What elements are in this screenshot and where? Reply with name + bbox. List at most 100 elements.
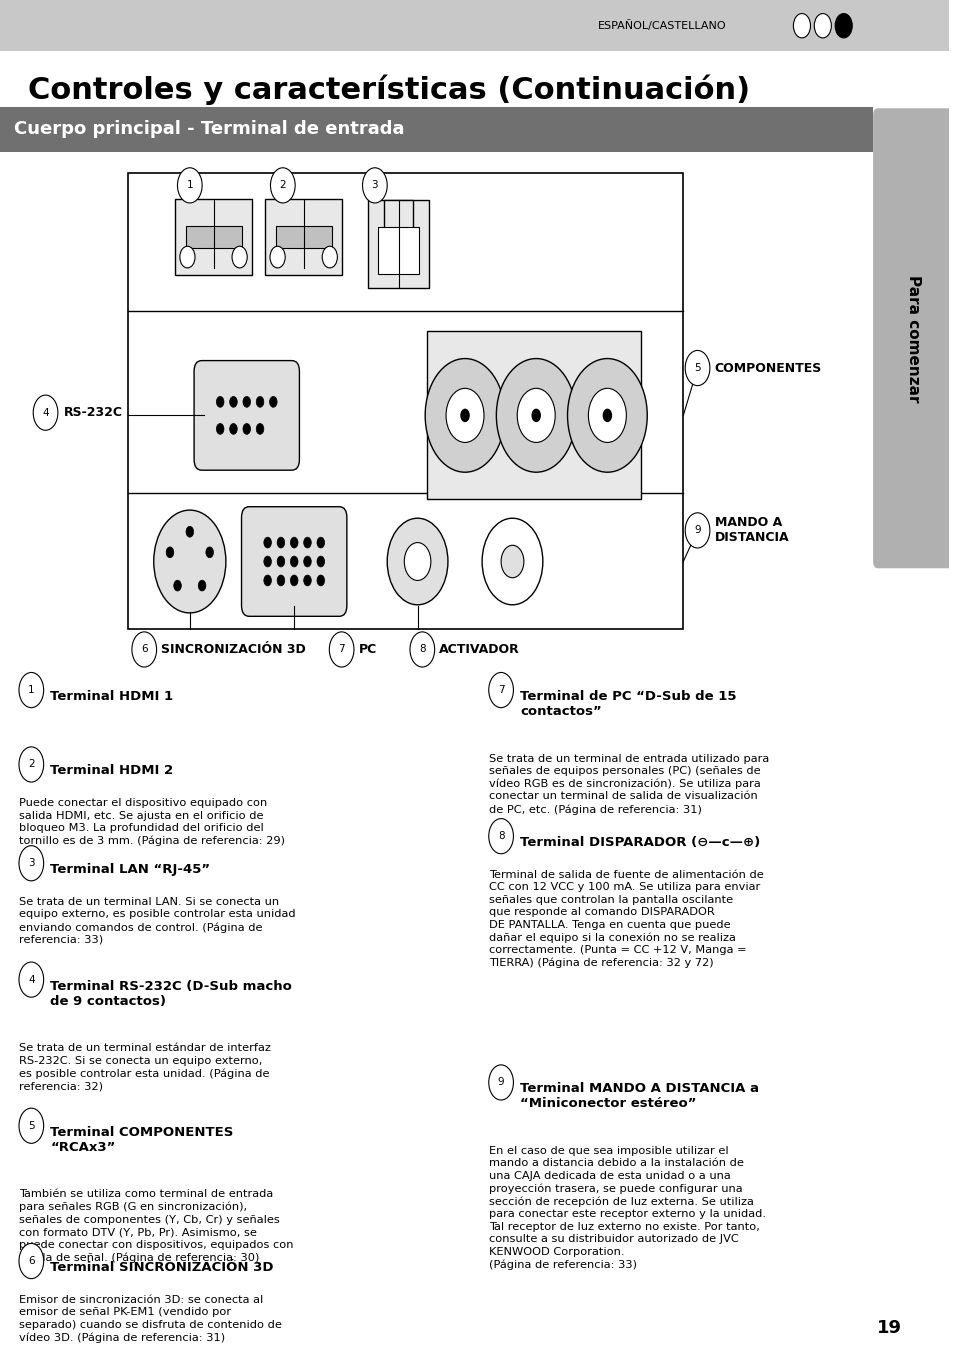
Circle shape bbox=[316, 575, 324, 586]
FancyBboxPatch shape bbox=[872, 108, 953, 568]
Circle shape bbox=[404, 542, 431, 580]
Text: 7: 7 bbox=[338, 644, 345, 655]
Bar bbox=[275, 226, 332, 248]
Circle shape bbox=[230, 396, 237, 407]
Text: SINCRONIZACIÓN 3D: SINCRONIZACIÓN 3D bbox=[161, 643, 306, 656]
Text: Puede conectar el dispositivo equipado con
salida HDMI, etc. Se ajusta en el ori: Puede conectar el dispositivo equipado c… bbox=[19, 799, 285, 846]
Circle shape bbox=[500, 545, 523, 578]
Circle shape bbox=[264, 575, 272, 586]
Text: Terminal MANDO A DISTANCIA a
“Miniconector estéreo”: Terminal MANDO A DISTANCIA a “Miniconect… bbox=[519, 1082, 759, 1111]
Text: 8: 8 bbox=[497, 831, 504, 841]
Text: 7: 7 bbox=[497, 685, 504, 696]
Text: Terminal HDMI 2: Terminal HDMI 2 bbox=[51, 765, 173, 777]
Circle shape bbox=[243, 423, 251, 434]
Circle shape bbox=[166, 546, 173, 557]
Text: Controles y características (Continuación): Controles y características (Continuació… bbox=[29, 75, 750, 104]
Circle shape bbox=[425, 358, 504, 472]
Text: Terminal SINCRONIZACIÓN 3D: Terminal SINCRONIZACIÓN 3D bbox=[51, 1261, 274, 1275]
Text: En el caso de que sea imposible utilizar el
mando a distancia debido a la instal: En el caso de que sea imposible utilizar… bbox=[488, 1146, 765, 1269]
Circle shape bbox=[488, 673, 513, 708]
Text: ESPAÑOL/CASTELLANO: ESPAÑOL/CASTELLANO bbox=[598, 20, 726, 31]
Circle shape bbox=[481, 518, 542, 605]
Circle shape bbox=[387, 518, 448, 605]
Text: Se trata de un terminal LAN. Si se conecta un
equipo externo, es posible control: Se trata de un terminal LAN. Si se conec… bbox=[19, 898, 295, 945]
Circle shape bbox=[270, 247, 285, 268]
Circle shape bbox=[186, 526, 193, 537]
Text: Terminal RS-232C (D-Sub macho
de 9 contactos): Terminal RS-232C (D-Sub macho de 9 conta… bbox=[51, 979, 292, 1008]
Text: Se trata de un terminal de entrada utilizado para
señales de equipos personales : Se trata de un terminal de entrada utili… bbox=[488, 754, 768, 815]
Text: 1: 1 bbox=[186, 180, 193, 190]
Text: HDMI 1: HDMI 1 bbox=[209, 179, 259, 191]
Text: Emisor de sincronización 3D: se conecta al
emisor de señal PK-EM1 (vendido por
s: Emisor de sincronización 3D: se conecta … bbox=[19, 1295, 281, 1342]
Circle shape bbox=[216, 423, 224, 434]
FancyBboxPatch shape bbox=[241, 507, 347, 617]
Text: 6: 6 bbox=[28, 1256, 34, 1267]
Circle shape bbox=[303, 537, 311, 548]
Circle shape bbox=[517, 388, 555, 442]
Circle shape bbox=[793, 14, 810, 38]
Bar bbox=[377, 226, 419, 274]
Bar bbox=[128, 174, 682, 629]
Circle shape bbox=[177, 168, 202, 203]
Text: 3: 3 bbox=[28, 858, 34, 868]
Circle shape bbox=[264, 537, 272, 548]
Circle shape bbox=[216, 396, 224, 407]
Text: Terminal de PC “D-Sub de 15
contactos”: Terminal de PC “D-Sub de 15 contactos” bbox=[519, 690, 736, 719]
Circle shape bbox=[173, 580, 181, 591]
Circle shape bbox=[271, 168, 294, 203]
Circle shape bbox=[446, 388, 483, 442]
Circle shape bbox=[33, 395, 58, 430]
Circle shape bbox=[488, 819, 513, 854]
FancyBboxPatch shape bbox=[193, 361, 299, 471]
Circle shape bbox=[684, 513, 709, 548]
Circle shape bbox=[180, 247, 194, 268]
Text: Se trata de un terminal estándar de interfaz
RS-232C. Si se conecta un equipo ex: Se trata de un terminal estándar de inte… bbox=[19, 1043, 271, 1092]
Text: Terminal LAN “RJ-45”: Terminal LAN “RJ-45” bbox=[51, 864, 211, 876]
Circle shape bbox=[322, 247, 337, 268]
Text: 8: 8 bbox=[418, 644, 425, 655]
Text: RS-232C: RS-232C bbox=[64, 407, 122, 419]
Circle shape bbox=[410, 632, 435, 667]
Circle shape bbox=[303, 575, 311, 586]
Circle shape bbox=[19, 1108, 44, 1143]
Text: Terminal de salida de fuente de alimentación de
CC con 12 VCC y 100 mA. Se utili: Terminal de salida de fuente de alimenta… bbox=[488, 871, 762, 968]
Text: 5: 5 bbox=[28, 1121, 34, 1131]
Circle shape bbox=[814, 14, 830, 38]
Circle shape bbox=[256, 423, 264, 434]
Text: Terminal COMPONENTES
“RCAx3”: Terminal COMPONENTES “RCAx3” bbox=[51, 1125, 233, 1154]
Circle shape bbox=[488, 1064, 513, 1100]
Circle shape bbox=[290, 537, 297, 548]
Circle shape bbox=[531, 408, 540, 422]
Text: 2: 2 bbox=[28, 759, 34, 769]
Text: 4: 4 bbox=[42, 408, 49, 418]
Text: 2: 2 bbox=[279, 180, 286, 190]
Text: MANDO A
DISTANCIA: MANDO A DISTANCIA bbox=[714, 517, 788, 544]
Circle shape bbox=[198, 580, 206, 591]
Circle shape bbox=[567, 358, 646, 472]
Circle shape bbox=[153, 510, 226, 613]
Text: ACTIVADOR: ACTIVADOR bbox=[439, 643, 519, 656]
Bar bbox=[384, 199, 413, 229]
Text: PC: PC bbox=[358, 643, 376, 656]
Circle shape bbox=[496, 358, 576, 472]
Circle shape bbox=[19, 1243, 44, 1279]
Circle shape bbox=[230, 423, 237, 434]
Circle shape bbox=[19, 747, 44, 782]
Bar bbox=[427, 331, 639, 499]
Circle shape bbox=[276, 537, 284, 548]
Circle shape bbox=[362, 168, 387, 203]
Bar bbox=[367, 199, 429, 287]
Text: 1: 1 bbox=[28, 685, 34, 696]
Circle shape bbox=[834, 14, 851, 38]
Circle shape bbox=[19, 846, 44, 881]
FancyBboxPatch shape bbox=[0, 107, 872, 152]
Circle shape bbox=[19, 961, 44, 997]
Circle shape bbox=[256, 396, 264, 407]
Circle shape bbox=[316, 556, 324, 567]
Circle shape bbox=[206, 546, 213, 557]
Text: HDMI 2: HDMI 2 bbox=[299, 179, 350, 191]
Circle shape bbox=[316, 537, 324, 548]
Text: También se utiliza como terminal de entrada
para señales RGB (G en sincronizació: También se utiliza como terminal de entr… bbox=[19, 1189, 294, 1262]
Circle shape bbox=[132, 632, 156, 667]
Text: 4: 4 bbox=[28, 975, 34, 984]
